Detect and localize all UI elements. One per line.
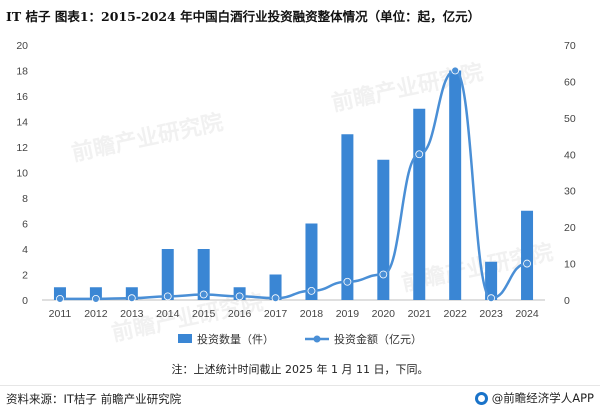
legend-bar-swatch — [178, 334, 192, 343]
right-tick-label: 60 — [564, 76, 576, 88]
line-point — [163, 292, 172, 301]
x-tick-label: 2024 — [515, 308, 539, 320]
line-point — [523, 259, 531, 268]
line-point — [487, 294, 496, 303]
footer: 资料来源：IT桔子 前瞻产业研究院 @前瞻经济学人APP — [0, 385, 600, 411]
line-point — [343, 277, 352, 286]
right-tick-label: 20 — [564, 222, 576, 234]
bar — [341, 134, 354, 300]
footnote: 注：上述统计时间截止 2025 年 1 月 11 日，下同。 — [171, 363, 429, 376]
legend-line-label: 投资金额（亿元） — [334, 332, 422, 346]
line-path — [59, 69, 528, 301]
bar — [521, 210, 534, 300]
x-tick-label: 2015 — [192, 308, 216, 320]
line-point — [56, 295, 64, 303]
x-tick-label: 2016 — [228, 308, 252, 320]
x-tick-label: 2017 — [264, 308, 288, 320]
x-tick-label: 2013 — [120, 308, 144, 320]
bar — [413, 108, 426, 300]
bar — [305, 223, 318, 300]
brand: @前瞻经济学人APP — [474, 390, 594, 406]
right-tick-label: 10 — [564, 259, 576, 271]
left-tick-label: 10 — [16, 168, 28, 180]
left-tick-label: 2 — [22, 270, 28, 282]
line-point — [127, 294, 136, 303]
left-axis: 0 2 4 6 8 10 12 14 16 18 20 — [16, 40, 28, 307]
legend-line-marker — [313, 335, 321, 343]
line-series — [56, 66, 531, 303]
bar — [485, 261, 498, 300]
right-tick-label: 70 — [564, 40, 576, 52]
line-point — [307, 286, 316, 295]
line-point — [199, 290, 208, 299]
right-tick-label: 30 — [564, 186, 576, 198]
chart-title: IT 桔子 图表1：2015-2024 年中国白酒行业投资融资整体情况（单位：起… — [6, 9, 481, 24]
left-tick-label: 8 — [22, 193, 28, 205]
x-tick-label: 2023 — [479, 308, 503, 320]
x-tick-label: 2021 — [408, 308, 432, 320]
x-tick-label: 2011 — [49, 308, 72, 320]
legend-bar-label: 投资数量（件） — [197, 332, 274, 346]
line-point — [379, 270, 388, 279]
bar — [269, 274, 282, 300]
bar — [449, 70, 462, 300]
line-point — [235, 292, 244, 301]
left-tick-label: 4 — [22, 244, 28, 256]
left-tick-label: 14 — [16, 117, 28, 129]
x-tick-label: 2014 — [156, 308, 180, 320]
legend: 投资数量（件） 投资金额（亿元） — [178, 332, 422, 346]
bar — [161, 249, 174, 300]
bar — [197, 249, 210, 300]
left-tick-label: 12 — [16, 142, 28, 154]
left-tick-label: 18 — [16, 66, 28, 78]
line-point — [91, 295, 100, 303]
x-axis: 2011 2012 2013 2014 2015 2016 2017 2018 2019 2020… — [42, 299, 545, 320]
line-point — [271, 294, 280, 303]
x-tick-label: 2019 — [336, 308, 360, 320]
x-tick-label: 2022 — [443, 308, 467, 320]
left-tick-label: 16 — [16, 91, 28, 103]
x-tick-label: 2018 — [300, 308, 324, 320]
bar-series — [53, 70, 534, 300]
source-text: 资料来源：IT桔子 前瞻产业研究院 — [6, 392, 182, 406]
left-tick-label: 0 — [22, 295, 28, 307]
bar — [377, 159, 390, 300]
brand-text: @前瞻经济学人APP — [491, 391, 594, 405]
brand-logo-icon — [474, 391, 488, 405]
right-tick-label: 50 — [564, 113, 576, 125]
right-axis: 0 10 20 30 40 50 60 70 — [564, 40, 576, 307]
right-tick-label: 0 — [564, 295, 570, 307]
line-point — [415, 150, 424, 159]
x-tick-label: 2012 — [84, 308, 108, 320]
left-tick-label: 6 — [22, 219, 28, 231]
line-point — [451, 66, 460, 75]
x-tick-label: 2020 — [372, 308, 396, 320]
right-tick-label: 40 — [564, 149, 576, 161]
left-tick-label: 20 — [16, 40, 28, 52]
